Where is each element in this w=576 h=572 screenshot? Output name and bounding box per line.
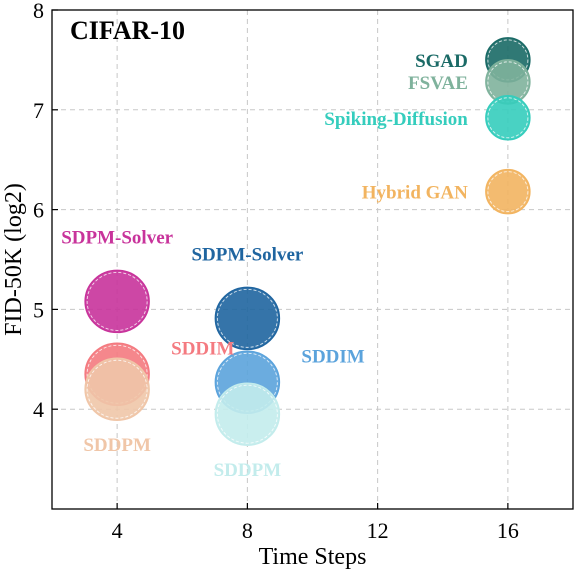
point-outline-hybrid-gan-x16 xyxy=(487,171,529,213)
point-sdpm-solver-x4 xyxy=(84,269,150,334)
point-label-fsvae-x16: FSVAE xyxy=(408,73,468,94)
x-tick-label: 8 xyxy=(242,518,253,543)
y-tick-label: 6 xyxy=(33,198,44,223)
point-outline-sddpm-x8 xyxy=(216,384,278,444)
point-label-spiking-diffusion-x16: Spiking-Diffusion xyxy=(324,109,468,130)
point-sddpm-x4 xyxy=(84,357,150,421)
point-label-sddpm-x4: SDDPM xyxy=(83,435,151,456)
x-tick-label: 16 xyxy=(497,518,519,543)
point-label-hybrid-gan-x16: Hybrid GAN xyxy=(362,183,468,204)
plot-frame xyxy=(51,9,574,510)
point-label-sddim-x4: SDDIM xyxy=(171,338,234,359)
x-tick-label: 12 xyxy=(367,518,389,543)
point-outline-sdpm-solver-x4 xyxy=(86,271,148,331)
x-tick-label: 4 xyxy=(112,518,123,543)
chart-title: CIFAR-10 xyxy=(70,16,185,45)
y-tick-label: 7 xyxy=(33,98,44,123)
y-tick-label: 4 xyxy=(33,397,44,422)
point-hybrid-gan-x16 xyxy=(485,168,531,215)
point-label-sdpm-solver-x4: SDPM-Solver xyxy=(61,227,173,248)
point-label-sgad-x16: SGAD xyxy=(415,51,468,72)
y-tick-label: 5 xyxy=(33,297,44,322)
point-sdpm-solver-x8 xyxy=(214,286,281,351)
ticks-layer: 4 8 12 16 4 5 6 7 8 xyxy=(33,0,519,543)
point-outline-sddpm-x4 xyxy=(86,359,148,419)
point-label-sdpm-solver-x8: SDPM-Solver xyxy=(191,244,303,265)
y-axis-label: FID-50K (log2) xyxy=(1,183,27,336)
point-sddpm-x8 xyxy=(214,382,281,446)
y-tick-label: 8 xyxy=(33,0,44,23)
point-outline-spiking-diffusion-x16 xyxy=(487,97,529,139)
point-labels-layer: SDPM-Solver SDDIM SDDPM SDPM-Solver SDDIM SDD… xyxy=(61,51,468,481)
point-outline-sdpm-solver-x8 xyxy=(216,288,278,348)
x-axis-label: Time Steps xyxy=(259,544,367,570)
point-label-sddpm-x8: SDDPM xyxy=(214,460,282,481)
point-spiking-diffusion-x16 xyxy=(485,95,531,141)
points-layer xyxy=(84,37,531,446)
point-label-sddim-x8: SDDIM xyxy=(301,346,364,367)
